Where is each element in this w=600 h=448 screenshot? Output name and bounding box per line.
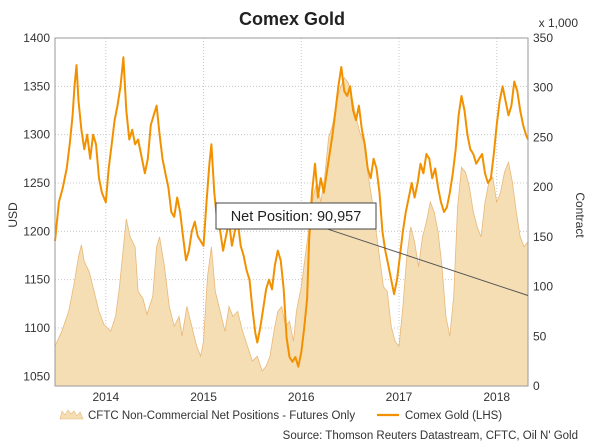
net-position-pointer-line <box>306 221 529 296</box>
x-tick-label: 2018 <box>483 390 510 404</box>
net-position-callout-box <box>215 202 377 230</box>
right-tick-label: 100 <box>533 280 553 294</box>
gold-price-line-layer <box>54 56 529 368</box>
x-tick-label: 2015 <box>190 390 217 404</box>
right-tick-label: 250 <box>533 130 553 144</box>
left-tick-label: 1050 <box>23 369 50 383</box>
x-axis-ticks: 2014 2015 2016 2017 2018 <box>92 390 510 404</box>
right-axis-label: Contract <box>573 192 587 238</box>
net-position-callout-text: Net Position: 90,957 <box>231 209 362 225</box>
right-axis-ticks: 0 50 100 150 200 250 300 350 <box>533 31 553 393</box>
left-tick-label: 1150 <box>24 273 50 287</box>
right-tick-label: 350 <box>533 31 553 45</box>
right-tick-label: 0 <box>533 379 540 393</box>
left-tick-label: 1200 <box>23 224 50 238</box>
plot-frame <box>54 37 529 387</box>
chart-title: Comex Gold <box>239 9 345 29</box>
left-tick-label: 1300 <box>23 128 50 142</box>
right-tick-label: 50 <box>533 329 547 343</box>
right-tick-label: 300 <box>533 81 553 95</box>
legend-line-label: Comex Gold (LHS) <box>405 410 502 422</box>
x-tick-label: 2014 <box>92 390 119 404</box>
gold-price-line <box>54 56 529 368</box>
legend-area-label: CFTC Non-Commercial Net Positions - Futu… <box>88 410 355 422</box>
left-tick-label: 1100 <box>24 321 50 335</box>
right-axis-unit: x 1,000 <box>539 16 579 30</box>
right-tick-label: 150 <box>533 230 553 244</box>
right-tick-label: 200 <box>533 180 553 194</box>
net-positions-area-layer <box>54 77 529 387</box>
left-tick-label: 1350 <box>23 79 50 93</box>
x-tick-label: 2016 <box>288 390 315 404</box>
net-positions-area <box>54 77 529 387</box>
left-tick-label: 1250 <box>23 176 50 190</box>
legend: CFTC Non-Commercial Net Positions - Futu… <box>59 409 502 422</box>
x-tick-label: 2017 <box>386 390 413 404</box>
legend-area-swatch <box>59 409 84 420</box>
left-axis-ticks: 1050 1100 1150 1200 1250 1300 1350 1400 <box>23 31 50 383</box>
source-note: Source: Thomson Reuters Datastream, CFTC… <box>283 430 578 442</box>
left-axis-label: USD <box>6 202 20 228</box>
left-tick-label: 1400 <box>23 31 50 45</box>
net-position-annotation: Net Position: 90,957 <box>215 202 529 296</box>
